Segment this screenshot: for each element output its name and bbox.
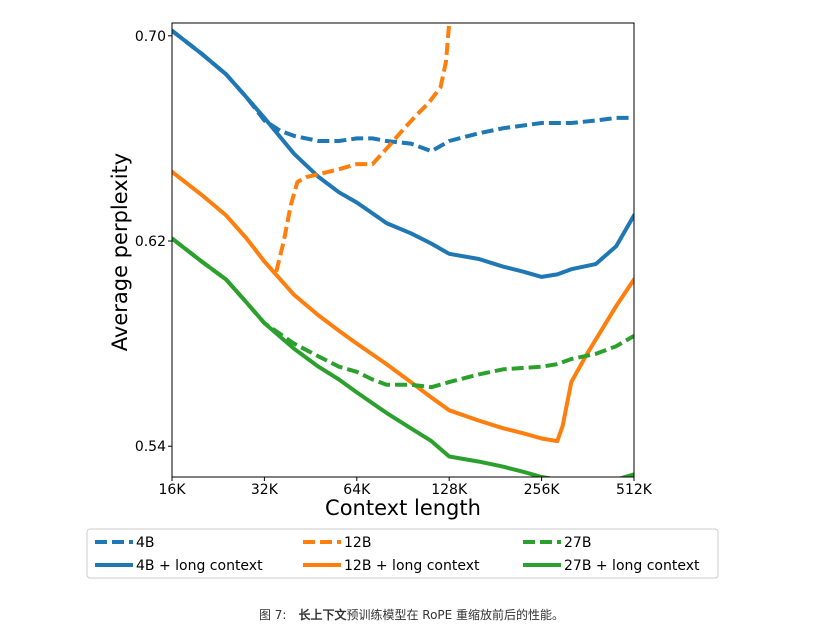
series-line-3 [172,169,634,444]
y-tick-label: 0.54 [135,439,166,455]
legend-label: 12B + long context [344,558,480,574]
series-line-2 [274,23,452,273]
caption-bold-title: 长上下文 [298,608,347,622]
x-tick-label: 16K [159,482,187,498]
perplexity-chart: 16K 32K 64K 128K 256K 512K 0.54 0.62 0.70 Conte… [86,22,719,579]
x-tick-label: 512K [616,482,653,498]
legend-label: 4B [136,535,155,551]
y-tick-label: 0.62 [135,234,166,250]
legend-label: 27B + long context [564,558,700,574]
x-tick-label: 128K [431,482,468,498]
legend: 4B 4B + long context 12B 12B + long context… [86,528,719,579]
x-tick-label: 256K [524,482,561,498]
legend-label: 4B + long context [136,558,263,574]
legend-label: 12B [344,535,371,551]
x-tick-label: 64K [343,482,371,498]
x-tick-label: 32K [251,482,279,498]
caption-figure-number: 图 7: [258,608,287,622]
y-axis-title: Average perplexity [108,153,132,351]
series-line-4 [172,236,634,390]
x-axis-title: Context length [325,496,481,520]
series-line-5 [172,236,634,477]
legend-label: 27B [564,535,591,551]
y-tick-label: 0.70 [135,29,166,45]
figure-caption: 图 7: 长上下文预训练模型在 RoPE 重缩放前后的性能。 [0,606,823,623]
plot-frame [171,22,635,478]
caption-text: 预训练模型在 RoPE 重缩放前后的性能。 [346,608,565,622]
series-line-0 [172,29,634,154]
series-line-1 [172,28,634,279]
